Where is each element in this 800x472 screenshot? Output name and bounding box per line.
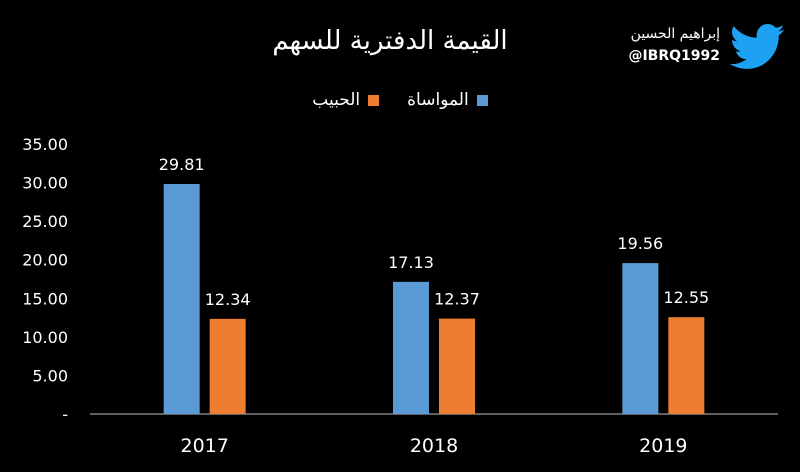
legend-swatch-series-1 xyxy=(476,94,488,106)
bar xyxy=(622,263,659,414)
data-label: 19.56 xyxy=(617,234,663,253)
y-tick-label: 5.00 xyxy=(32,366,68,385)
legend-label-series-2: الحبيب xyxy=(312,90,361,110)
y-tick-label: 10.00 xyxy=(22,328,68,347)
legend-swatch-series-2 xyxy=(368,94,380,106)
y-tick-label: 30.00 xyxy=(22,174,68,193)
data-label: 12.55 xyxy=(663,288,709,307)
data-label: 12.37 xyxy=(434,290,480,309)
legend-item-series-1: المواساة xyxy=(407,90,488,110)
brand-handle: @IBRQ1992 xyxy=(628,48,720,64)
x-tick-label: 2017 xyxy=(180,435,228,457)
data-label: 29.81 xyxy=(159,155,205,174)
bar xyxy=(209,318,246,414)
y-tick-label: 20.00 xyxy=(22,251,68,270)
bar xyxy=(668,317,705,414)
bar xyxy=(439,318,475,414)
x-tick-label: 2018 xyxy=(410,435,458,457)
twitter-bird-icon xyxy=(729,24,785,69)
y-tick-label: 15.00 xyxy=(22,289,68,308)
data-label: 12.34 xyxy=(205,290,251,309)
chart-title: القيمة الدفترية للسهم xyxy=(272,26,508,56)
chart-legend: المواساة الحبيب xyxy=(290,86,510,114)
y-tick-label: 25.00 xyxy=(22,212,68,231)
bar xyxy=(393,281,429,414)
y-tick-label: - xyxy=(62,405,68,424)
legend-label-series-1: المواساة xyxy=(407,90,469,110)
brand-block: إبراهيم الحسين @IBRQ1992 xyxy=(618,22,794,72)
legend-item-series-2: الحبيب xyxy=(312,90,380,110)
x-tick-label: 2019 xyxy=(639,435,687,457)
y-tick-label: 35.00 xyxy=(22,135,68,154)
data-label: 17.13 xyxy=(388,253,434,272)
brand-name: إبراهيم الحسين xyxy=(630,26,720,42)
bar xyxy=(163,184,200,414)
